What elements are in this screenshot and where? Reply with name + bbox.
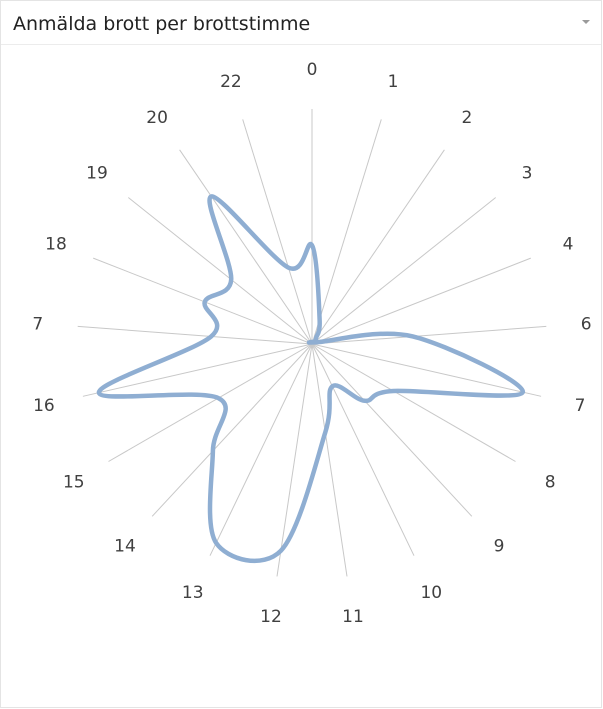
radar-spokes [77, 109, 547, 577]
radar-spoke [77, 325, 313, 345]
radar-spoke [311, 119, 382, 345]
radar-spoke [311, 343, 348, 577]
chevron-down-icon[interactable] [579, 15, 593, 29]
radar-spoke [311, 343, 415, 556]
radar-category-label: 18 [45, 235, 67, 255]
radar-category-label: 2 [461, 108, 472, 128]
radar-spoke [82, 343, 313, 397]
radar-spoke [179, 149, 313, 345]
radar-category-label: 16 [33, 396, 55, 416]
radar-category-label: 3 [522, 164, 533, 184]
radar-category-label: 7 [32, 314, 43, 334]
radar-category-label: 22 [220, 72, 242, 92]
chart-header: Anmälda brott per brottstimme [1, 1, 601, 45]
radar-spoke [311, 197, 497, 345]
radar-spoke [151, 343, 313, 517]
radar-category-label: 11 [342, 607, 364, 627]
radar-spoke [311, 343, 516, 462]
radar-spoke [311, 343, 542, 397]
radar-spoke [108, 343, 313, 462]
radar-series-line [96, 194, 526, 564]
radar-spoke [311, 149, 445, 345]
radar-spoke [276, 343, 313, 577]
radar-category-label: 9 [494, 537, 505, 557]
radar-category-label: 19 [86, 164, 108, 184]
radar-category-label: 12 [260, 607, 282, 627]
radar-spoke [242, 119, 313, 345]
radar-category-label: 4 [563, 235, 574, 255]
radar-category-label: 14 [114, 537, 136, 557]
radar-spoke [311, 257, 531, 345]
radar-category-label: 10 [420, 583, 442, 603]
radar-spoke [93, 257, 313, 345]
radar-spoke [311, 325, 547, 345]
radar-spoke [127, 197, 313, 345]
chart-title: Anmälda brott per brottstimme [13, 13, 311, 35]
radar-category-label: 13 [182, 583, 204, 603]
radar-category-label: 15 [63, 473, 85, 493]
radar-spoke [311, 343, 473, 517]
radar-category-label: 8 [545, 473, 556, 493]
radar-category-label: 0 [307, 60, 318, 80]
radar-spoke [209, 343, 313, 556]
radar-category-label: 20 [146, 108, 168, 128]
radar-category-label: 7 [575, 396, 586, 416]
radar-category-label: 6 [581, 314, 592, 334]
radar-category-label: 1 [388, 72, 399, 92]
